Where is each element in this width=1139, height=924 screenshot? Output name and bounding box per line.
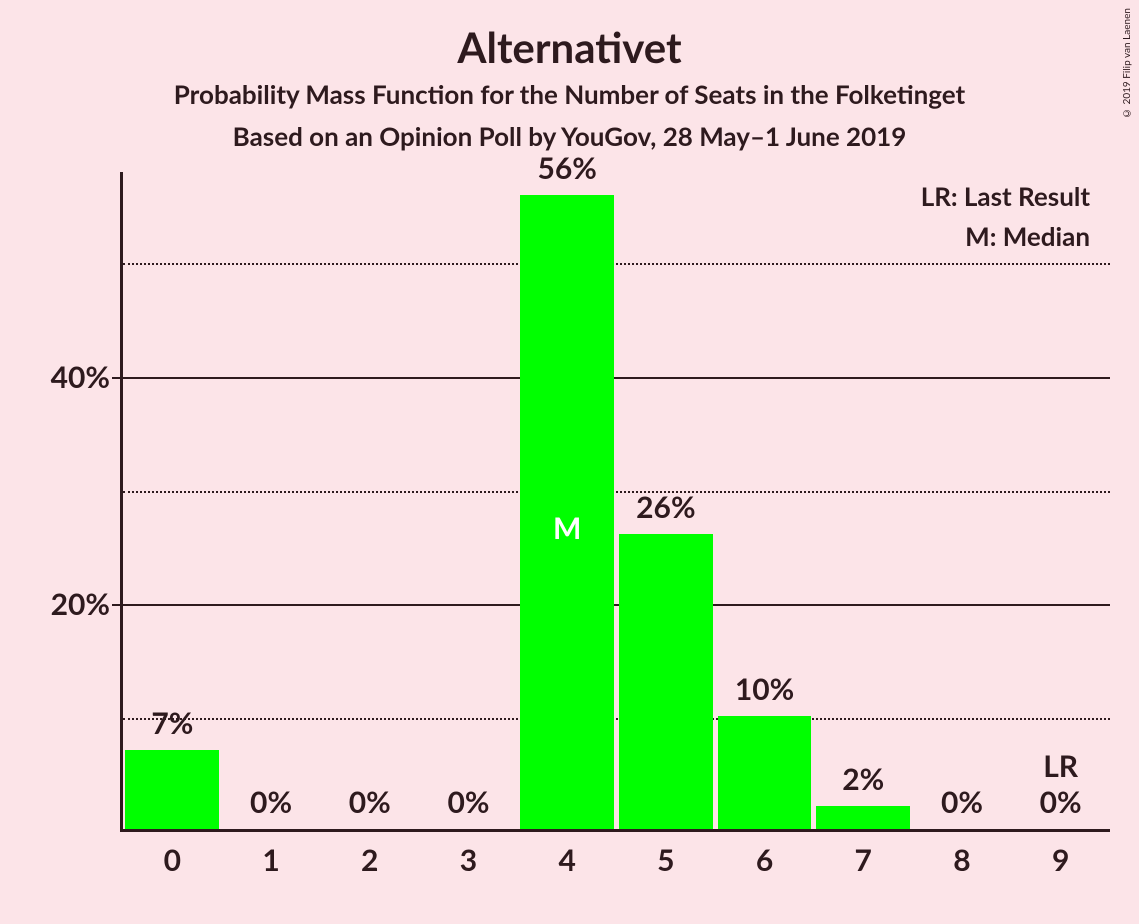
bar-value-label: 10% [735, 671, 794, 707]
x-axis-label: 7 [855, 842, 872, 878]
bar-value-label: 0% [941, 784, 983, 820]
legend-lr: LR: Last Result [921, 180, 1090, 212]
bar-value-label: 0% [1040, 784, 1082, 820]
y-axis-label: 20% [51, 586, 110, 622]
x-axis-label: 9 [1052, 842, 1069, 878]
x-axis-label: 5 [657, 842, 674, 878]
legend-m: M: Median [965, 220, 1090, 252]
bar-value-label: 7% [151, 705, 193, 741]
bar-value-label: 2% [842, 761, 884, 797]
gridline-minor [123, 491, 1110, 493]
median-marker: M [553, 510, 581, 546]
x-axis-label: 2 [361, 842, 378, 878]
bar [718, 716, 812, 829]
x-axis-label: 4 [558, 842, 575, 878]
x-axis-label: 8 [953, 842, 970, 878]
chart-title: Alternativet [0, 22, 1139, 72]
bar-value-label: 56% [537, 150, 596, 186]
bar-value-label: 26% [636, 489, 695, 525]
chart-subtitle-1: Probability Mass Function for the Number… [0, 78, 1139, 110]
bar [619, 534, 713, 829]
gridline-minor [123, 718, 1110, 720]
bar [816, 806, 910, 829]
last-result-marker: LR [1043, 748, 1078, 784]
x-axis-label: 1 [262, 842, 279, 878]
bar-value-label: 0% [447, 784, 489, 820]
x-axis-label: 6 [756, 842, 773, 878]
gridline-major [123, 604, 1110, 606]
x-axis-label: 0 [164, 842, 181, 878]
bar-value-label: 0% [250, 784, 292, 820]
x-axis [120, 829, 1110, 832]
chart-subtitle-2: Based on an Opinion Poll by YouGov, 28 M… [0, 120, 1139, 152]
bar-value-label: 0% [349, 784, 391, 820]
copyright-text: © 2019 Filip van Laenen [1121, 8, 1133, 119]
gridline-major [123, 377, 1110, 379]
x-axis-label: 3 [460, 842, 477, 878]
gridline-minor [123, 263, 1110, 265]
chart-plot-area: LR: Last Result M: Median 20%40%7%00%10%… [120, 172, 1110, 832]
y-axis [120, 172, 123, 832]
y-axis-label: 40% [51, 359, 110, 395]
bar [125, 750, 219, 829]
